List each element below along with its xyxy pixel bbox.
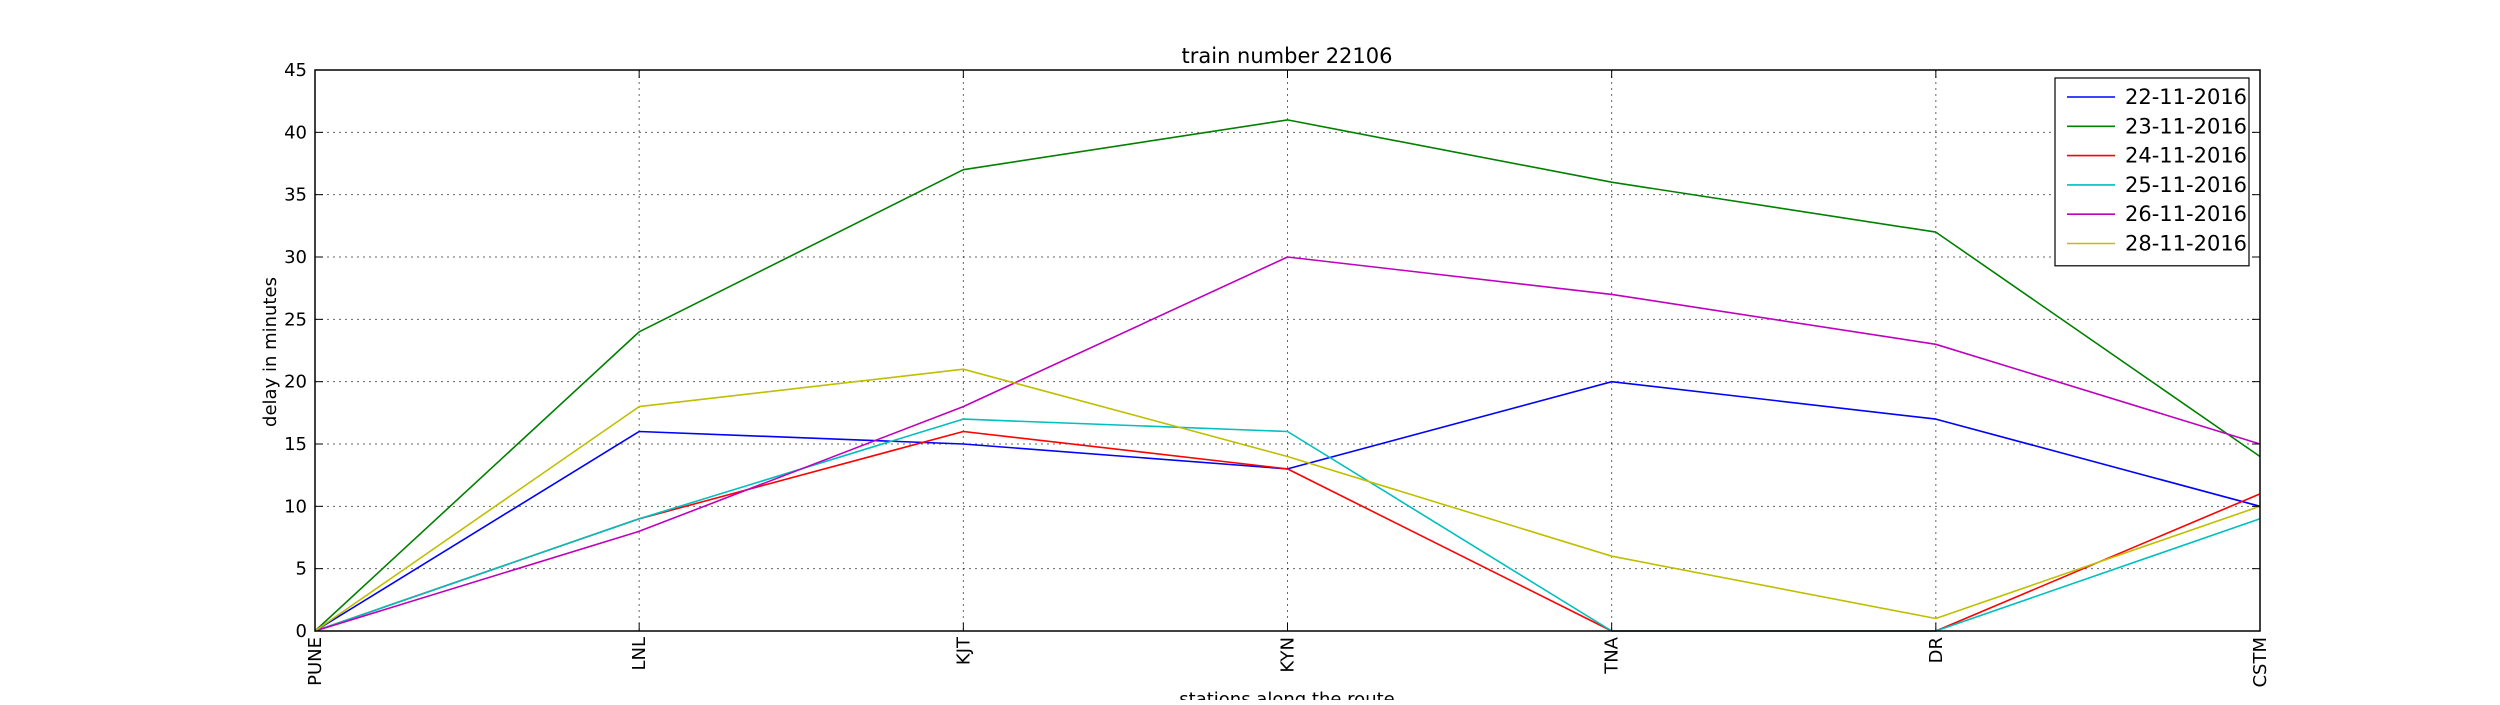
y-tick-label: 20 xyxy=(284,372,307,393)
y-tick-label: 40 xyxy=(284,122,307,143)
x-tick-label-dr: DR xyxy=(1926,637,1947,663)
legend-label: 26-11-2016 xyxy=(2125,202,2247,226)
x-tick-label-kyn: KYN xyxy=(1278,637,1299,673)
y-tick-label: 10 xyxy=(284,496,307,517)
legend: 22-11-2016 23-11-2016 24-11-2016 25-11-2016… xyxy=(2054,77,2250,267)
y-tick-label: 5 xyxy=(296,559,307,580)
x-tick-label-kjt: KJT xyxy=(953,636,974,665)
series-line-26-11-2016 xyxy=(314,256,2261,632)
y-tick-label: 35 xyxy=(284,185,307,206)
legend-label: 24-11-2016 xyxy=(2125,144,2247,168)
series-line-28-11-2016 xyxy=(314,368,2261,632)
legend-box xyxy=(2054,77,2250,267)
legend-label: 23-11-2016 xyxy=(2125,114,2247,138)
y-tick-label: 0 xyxy=(296,621,307,642)
x-tick-label-cstm: CSTM xyxy=(2250,637,2271,688)
chart-title: train number 22106 xyxy=(1182,44,1393,68)
x-tick-label-pune: PUNE xyxy=(305,637,326,686)
axis-ticks: 0 5 10 15 20 25 30 35 40 45 PUNE LNL KJT KYN TNA DR CSTM xyxy=(284,60,2271,688)
y-tick-label: 15 xyxy=(284,434,307,455)
legend-label: 25-11-2016 xyxy=(2125,173,2247,197)
x-axis-label: stations along the route xyxy=(1179,689,1394,700)
y-tick-label: 25 xyxy=(284,309,307,330)
legend-label: 22-11-2016 xyxy=(2125,85,2247,109)
grid-lines xyxy=(315,70,2260,631)
y-tick-label: 45 xyxy=(284,60,307,81)
y-axis-label: delay in minutes xyxy=(260,277,281,427)
x-tick-label-tna: TNA xyxy=(1602,636,1623,674)
y-tick-label: 30 xyxy=(284,247,307,268)
x-tick-label-lnl: LNL xyxy=(629,637,650,671)
series-line-23-11-2016 xyxy=(314,119,2261,632)
series-lines xyxy=(314,119,2261,632)
legend-label: 28-11-2016 xyxy=(2125,232,2247,256)
